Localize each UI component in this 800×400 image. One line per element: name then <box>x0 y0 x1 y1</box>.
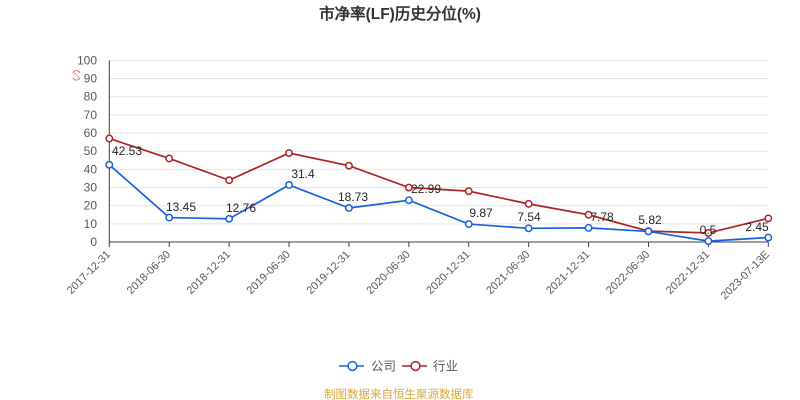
svg-text:100: 100 <box>77 53 97 67</box>
svg-text:10: 10 <box>84 217 98 231</box>
svg-text:42.53: 42.53 <box>112 144 142 158</box>
svg-text:70: 70 <box>84 108 98 122</box>
svg-text:7.78: 7.78 <box>590 210 614 224</box>
svg-text:2019-12-31: 2019-12-31 <box>304 249 352 297</box>
svg-text:90: 90 <box>84 72 98 86</box>
svg-text:18.73: 18.73 <box>338 190 368 204</box>
svg-text:2023-07-13E: 2023-07-13E <box>719 249 772 302</box>
svg-text:2017-12-31: 2017-12-31 <box>65 249 113 297</box>
svg-text:行业: 行业 <box>433 360 458 374</box>
svg-text:2018-12-31: 2018-12-31 <box>185 249 233 297</box>
svg-text:50: 50 <box>84 144 98 158</box>
svg-text:2.45: 2.45 <box>745 220 769 234</box>
svg-text:2021-06-30: 2021-06-30 <box>484 249 532 297</box>
svg-text:13.45: 13.45 <box>166 200 196 214</box>
svg-text:2019-06-30: 2019-06-30 <box>245 249 293 297</box>
svg-text:9.87: 9.87 <box>469 206 493 220</box>
svg-text:2022-06-30: 2022-06-30 <box>604 249 652 297</box>
svg-text:80: 80 <box>84 90 98 104</box>
svg-text:40: 40 <box>84 162 98 176</box>
svg-text:2020-12-31: 2020-12-31 <box>424 249 472 297</box>
svg-text:5.82: 5.82 <box>638 213 662 227</box>
svg-text:0.5: 0.5 <box>700 223 717 237</box>
svg-text:12.76: 12.76 <box>226 201 256 215</box>
svg-text:31.4: 31.4 <box>291 167 315 181</box>
svg-text:22.99: 22.99 <box>411 182 441 196</box>
svg-text:0: 0 <box>90 235 97 249</box>
svg-text:60: 60 <box>84 126 98 140</box>
svg-text:20: 20 <box>84 199 98 213</box>
svg-text:30: 30 <box>84 181 98 195</box>
svg-text:公司: 公司 <box>371 360 396 374</box>
svg-text:制图数据来自恒生聚源数据库: 制图数据来自恒生聚源数据库 <box>324 387 474 400</box>
svg-text:2021-12-31: 2021-12-31 <box>544 249 592 297</box>
svg-text:2018-06-30: 2018-06-30 <box>125 249 173 297</box>
svg-text:2022-12-31: 2022-12-31 <box>664 249 712 297</box>
svg-text:2020-06-30: 2020-06-30 <box>364 249 412 297</box>
svg-text:7.54: 7.54 <box>517 210 541 224</box>
